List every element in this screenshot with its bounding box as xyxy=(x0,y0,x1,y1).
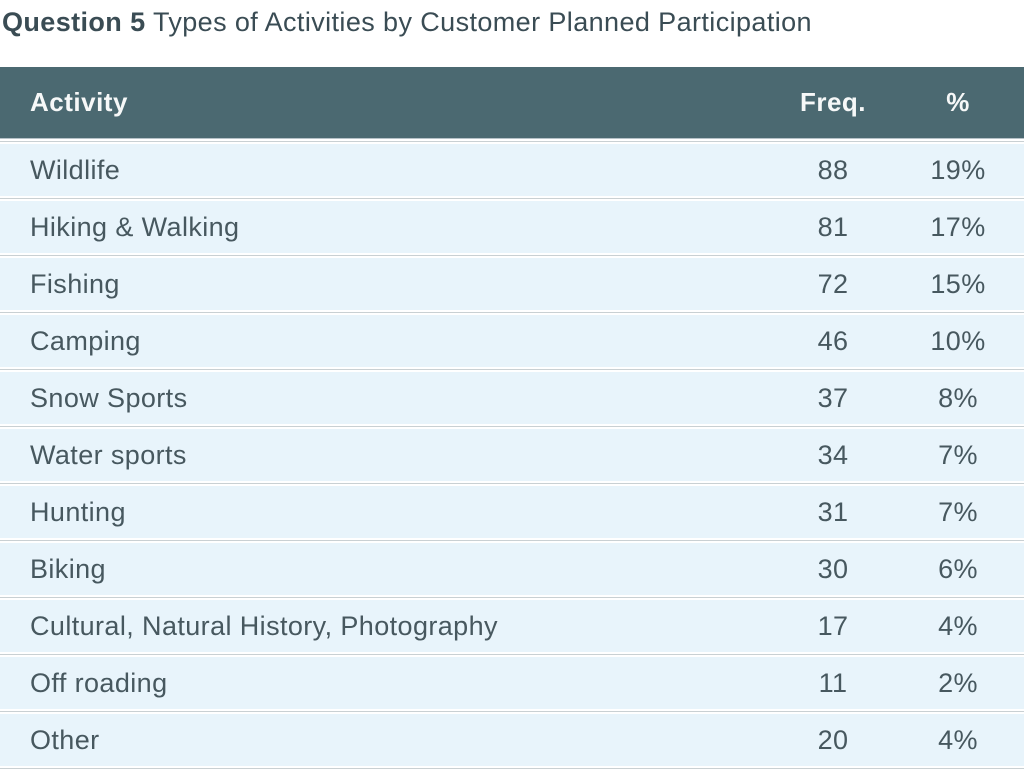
title-text: Types of Activities by Customer Planned … xyxy=(152,7,812,37)
freq-cell: 17 xyxy=(817,610,849,641)
table-row: Water sports 34 7% xyxy=(0,429,1024,481)
table-row: Hiking & Walking 81 17% xyxy=(0,201,1024,253)
percent-cell: 15% xyxy=(930,268,986,299)
question-number-label: Question 5 xyxy=(2,7,146,37)
percent-cell: 19% xyxy=(930,154,986,185)
freq-cell: 11 xyxy=(818,667,848,698)
freq-cell: 46 xyxy=(817,325,849,356)
percent-cell: 4% xyxy=(938,610,978,641)
freq-cell: 81 xyxy=(817,211,849,242)
table-row: Wildlife 88 19% xyxy=(0,144,1024,196)
freq-cell: 34 xyxy=(817,439,849,470)
percent-cell: 6% xyxy=(938,553,978,584)
freq-cell: 30 xyxy=(817,553,849,584)
freq-cell: 37 xyxy=(817,382,849,413)
table-row: Off roading 11 2% xyxy=(0,657,1024,709)
table-row: Hunting 31 7% xyxy=(0,486,1024,538)
table-row: Snow Sports 37 8% xyxy=(0,372,1024,424)
table-body: Wildlife 88 19% Hiking & Walking 81 17% … xyxy=(0,139,1024,771)
activities-table: Activity Freq. % Wildlife 88 19% Hiking … xyxy=(0,67,1024,771)
table-row: Other 20 4% xyxy=(0,714,1024,766)
activity-cell: Cultural, Natural History, Photography xyxy=(30,610,498,641)
percent-cell: 7% xyxy=(938,496,978,527)
activity-cell: Wildlife xyxy=(30,154,121,185)
row-separator xyxy=(0,766,1024,771)
activity-cell: Biking xyxy=(30,553,106,584)
percent-cell: 8% xyxy=(938,382,978,413)
percent-cell: 7% xyxy=(938,439,978,470)
activity-cell: Camping xyxy=(30,325,141,356)
activity-cell: Snow Sports xyxy=(30,382,188,413)
activity-cell: Hiking & Walking xyxy=(30,211,240,242)
table-header-row: Activity Freq. % xyxy=(0,67,1024,139)
column-header-percent: % xyxy=(946,87,970,117)
column-header-freq: Freq. xyxy=(799,87,867,117)
percent-cell: 2% xyxy=(938,667,978,698)
percent-cell: 10% xyxy=(930,325,986,356)
table-row: Fishing 72 15% xyxy=(0,258,1024,310)
table-row: Biking 30 6% xyxy=(0,543,1024,595)
freq-cell: 72 xyxy=(817,268,849,299)
freq-cell: 88 xyxy=(817,154,849,185)
activity-cell: Hunting xyxy=(30,496,126,527)
page-title: Question 5 Types of Activities by Custom… xyxy=(0,0,1024,67)
activity-cell: Water sports xyxy=(30,439,187,470)
freq-cell: 20 xyxy=(817,724,849,755)
table-row: Cultural, Natural History, Photography 1… xyxy=(0,600,1024,652)
activity-cell: Other xyxy=(30,724,100,755)
activity-cell: Fishing xyxy=(30,268,120,299)
percent-cell: 4% xyxy=(938,724,978,755)
table-row: Camping 46 10% xyxy=(0,315,1024,367)
freq-cell: 31 xyxy=(817,496,849,527)
activity-cell: Off roading xyxy=(30,667,168,698)
percent-cell: 17% xyxy=(930,211,986,242)
column-header-activity: Activity xyxy=(30,87,128,117)
